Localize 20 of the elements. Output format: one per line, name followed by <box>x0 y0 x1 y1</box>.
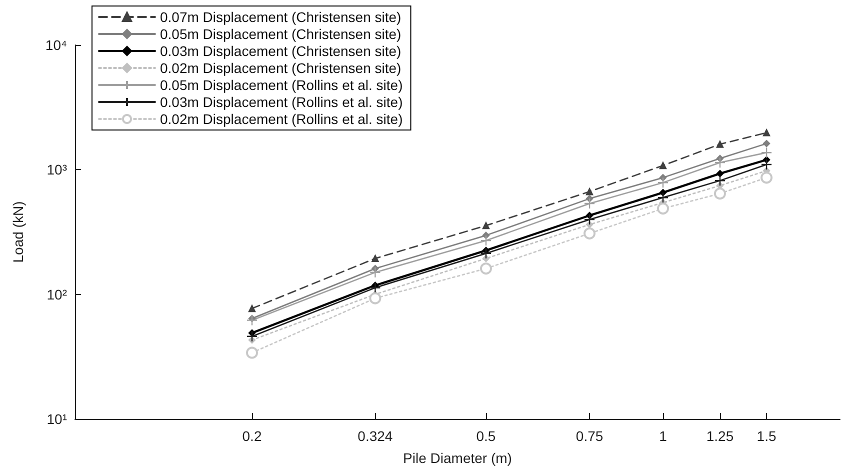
x-tick-label: 1.25 <box>706 428 734 444</box>
x-tick-label: 0.5 <box>476 428 496 444</box>
x-tick-label: 0.2 <box>242 428 262 444</box>
y-tick-label: 10² <box>46 286 68 302</box>
y-tick-label: 10¹ <box>46 411 68 427</box>
legend-label: 0.03m Displacement (Rollins et al. site) <box>160 94 403 110</box>
y-tick-label: 10⁴ <box>45 37 67 53</box>
legend-label: 0.05m Displacement (Christensen site) <box>160 26 402 42</box>
x-tick-label: 0.324 <box>358 428 393 444</box>
x-axis-title: Pile Diameter (m) <box>403 450 512 466</box>
y-axis-title: Load (kN) <box>10 201 26 263</box>
x-tick-label: 1.5 <box>756 428 776 444</box>
legend-label: 0.05m Displacement (Rollins et al. site) <box>160 77 403 93</box>
x-tick-label: 0.75 <box>576 428 604 444</box>
y-tick-label: 10³ <box>46 162 68 178</box>
x-tick-label: 1 <box>659 428 668 444</box>
legend-label: 0.03m Displacement (Christensen site) <box>160 43 402 59</box>
legend-label: 0.02m Displacement (Rollins et al. site) <box>160 111 403 127</box>
legend-label: 0.07m Displacement (Christensen site) <box>160 9 402 25</box>
legend-label: 0.02m Displacement (Christensen site) <box>160 60 402 76</box>
